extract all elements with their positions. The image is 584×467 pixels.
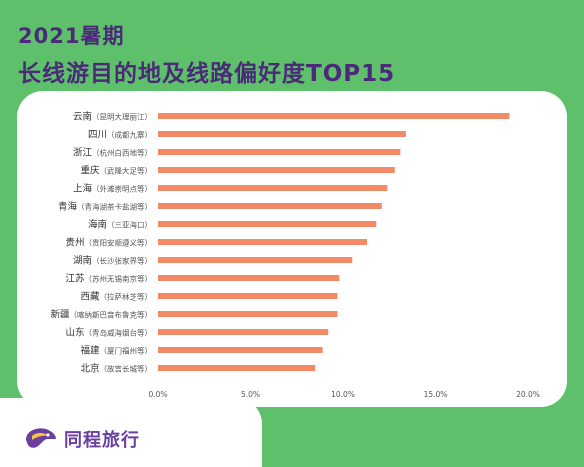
category-label: 北京（故宫长城等） — [80, 363, 152, 375]
category-label: 海南（三亚海口） — [88, 219, 152, 231]
bar — [158, 365, 316, 371]
tongcheng-logo-icon — [26, 428, 56, 448]
category-label: 福建（厦门福州等） — [80, 345, 152, 357]
bar — [158, 185, 388, 191]
bar — [158, 221, 377, 227]
chart-card — [17, 91, 567, 407]
category-label: 四川（成都九寨） — [88, 130, 152, 141]
bar — [158, 149, 401, 155]
category-label: 山东（青岛威海烟台等） — [65, 327, 152, 339]
category-label: 贵州（贵阳安顺遵义等） — [65, 237, 152, 249]
x-tick-label: 20.0% — [516, 390, 540, 399]
bar — [158, 113, 510, 119]
category-label: 重庆（武隆大足等） — [80, 165, 152, 177]
bar — [158, 293, 338, 299]
brand-logo: 同程旅行 — [24, 424, 140, 454]
category-label: 新疆（喀纳斯巴音布鲁克等） — [50, 309, 152, 321]
bar — [158, 257, 353, 263]
bar — [158, 329, 329, 335]
category-label: 西藏（拉萨林芝等） — [80, 291, 152, 303]
chart-title-line1: 2021暑期 — [18, 24, 125, 48]
x-tick-label: 15.0% — [424, 390, 448, 399]
category-label: 湖南（长沙张家界等） — [73, 255, 152, 267]
category-label: 云南（昆明大理丽江） — [73, 111, 152, 123]
bar — [158, 347, 323, 353]
bar — [158, 239, 368, 245]
category-label: 上海（外滩崇明点等） — [73, 183, 152, 195]
bar — [158, 311, 338, 317]
x-tick-label: 10.0% — [331, 390, 355, 399]
brand-tab-fill — [0, 420, 20, 467]
chart-title-line2: 长线游目的地及线路偏好度TOP15 — [18, 61, 396, 87]
category-label: 江苏（苏州无锡南京等） — [65, 273, 152, 285]
bar — [158, 131, 406, 137]
category-label: 青海（青海湖茶卡盐湖等） — [58, 201, 152, 213]
bar — [158, 203, 382, 209]
bar — [158, 167, 395, 173]
brand-name: 同程旅行 — [64, 430, 140, 451]
category-label: 浙江（杭州白西地等） — [73, 147, 152, 159]
x-tick-label: 5.0% — [241, 390, 260, 399]
bar — [158, 275, 340, 281]
x-tick-label: 0.0% — [148, 390, 167, 399]
